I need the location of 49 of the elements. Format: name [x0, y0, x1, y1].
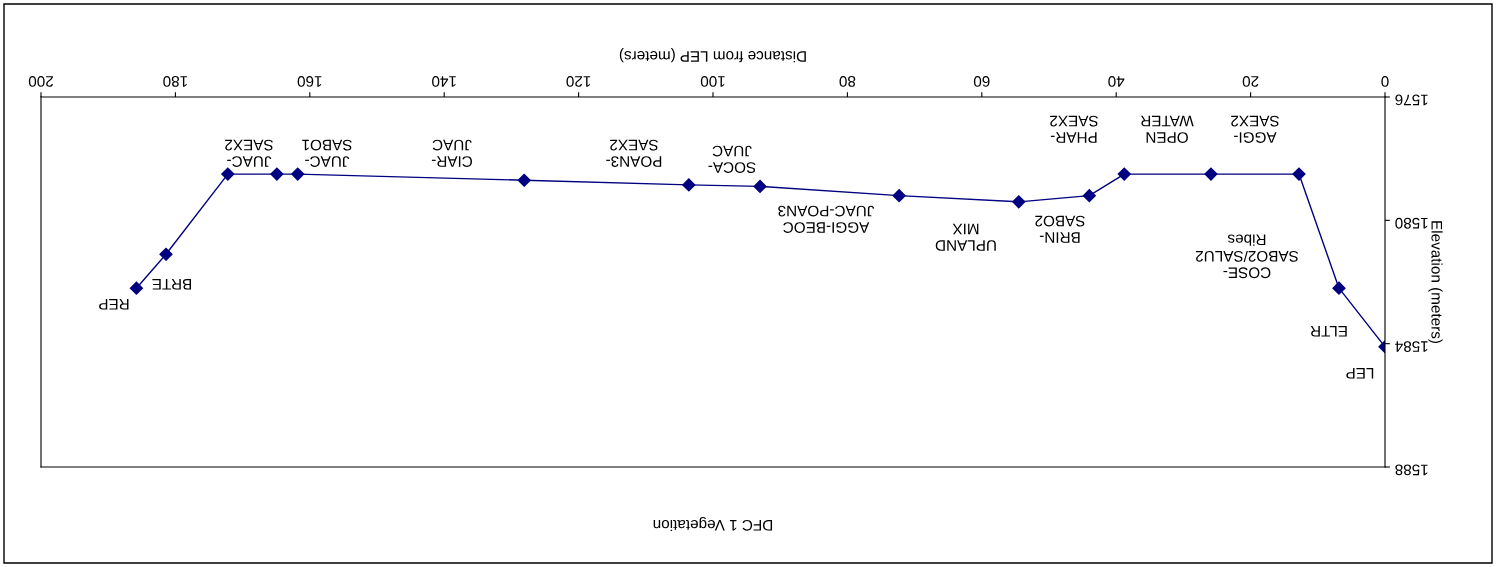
annotation: COSE- SABO2/SALU2 Ribes [1195, 234, 1299, 279]
x-tick-label: 180 [163, 76, 187, 87]
annotation: POAN3- SAEX2 [606, 139, 662, 167]
x-tick-label: 200 [28, 76, 53, 87]
x-axis-title: Distance from LEP (meters) [619, 48, 806, 63]
y-axis-title: Elevation (meters) [1428, 221, 1443, 344]
point [1292, 167, 1306, 181]
point [270, 167, 284, 181]
y-tick-label: 1580 [1395, 217, 1428, 229]
x-tick-label: 160 [297, 76, 322, 87]
annotation: AGGI- SAEX2 [1231, 115, 1279, 143]
text: DFC 1 Vegetation [653, 516, 773, 532]
annotation: JUAC- SAEX2 [225, 139, 273, 167]
x-tick-label: 140 [432, 76, 456, 87]
point [892, 189, 906, 203]
x-tick-label: 0 [1381, 76, 1389, 87]
point [129, 281, 144, 295]
x-tick-label: 120 [566, 76, 591, 87]
annotation: SOCA- JUAC [708, 145, 756, 173]
point [1117, 167, 1131, 181]
y-tick-label: 1584 [1395, 341, 1428, 352]
x-tick-label: 100 [700, 76, 725, 87]
annotation: ELTR [1310, 326, 1347, 337]
point [159, 247, 173, 261]
point [1204, 167, 1218, 181]
point [221, 167, 235, 181]
x-tick-label: 60 [973, 76, 990, 87]
annotation: BRIN- SABO2 [1035, 215, 1085, 243]
x-tick-label: 80 [839, 76, 856, 87]
x-tick-label: 20 [1242, 76, 1259, 87]
annotation: JUAC- SABO1 [302, 139, 352, 167]
annotation: BRTE [152, 279, 191, 290]
point [1332, 281, 1346, 295]
annotation: REP [99, 299, 129, 310]
annotation: OPEN WATER [1140, 115, 1194, 143]
point [517, 173, 531, 187]
point [291, 167, 305, 181]
point [753, 179, 767, 194]
y-tick-label: 1576 [1395, 94, 1428, 106]
y-tick-label: 1588 [1395, 464, 1428, 476]
annotation: LEP [1346, 368, 1374, 379]
point [1082, 189, 1096, 203]
point [1012, 195, 1026, 209]
annotation: UPLAND MIX [935, 223, 996, 251]
annotation: CIAR- JUAC [431, 139, 473, 167]
x-tick-label: 40 [1108, 76, 1125, 87]
point [682, 178, 696, 192]
annotation: PHAR- SAEX2 [1050, 115, 1098, 143]
annotation: AGGI-BEOC JUAC-POAN3 [778, 205, 875, 233]
